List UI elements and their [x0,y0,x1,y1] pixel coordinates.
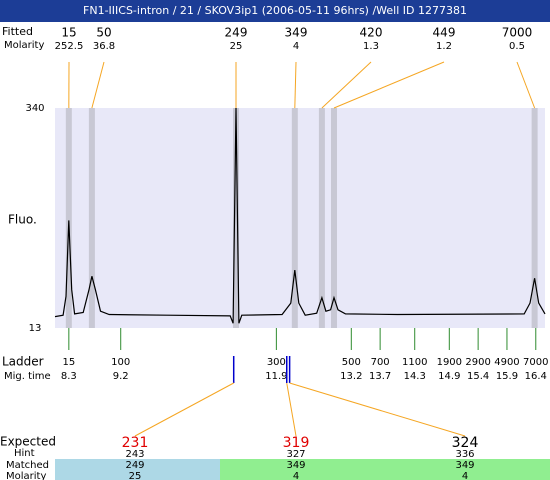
ladder-time: 13.7 [369,371,391,382]
peak-connector [294,61,297,109]
matched-size: 349 [286,460,305,471]
ladder-size: 500 [342,357,361,368]
y-tick-label: 340 [25,103,44,114]
ladder-size: 1100 [402,357,427,368]
peak-size: 349 [285,26,308,40]
match-connector [286,382,297,437]
peak-molarity: 4 [293,41,299,52]
peak-size: 420 [360,26,383,40]
ladder-time: 15.4 [467,371,489,382]
expected-size: 319 [283,435,310,451]
ladder-size: 300 [267,357,286,368]
y-tick-label: 13 [29,323,42,334]
ladder-size: 15 [62,357,75,368]
peak-band [531,108,538,328]
peak-connector [91,61,105,109]
matched-bg-blue [55,459,220,480]
peak-molarity: 0.5 [509,41,525,52]
peak-band [88,108,95,328]
ladder-time: 14.9 [438,371,460,382]
mig-time-label: Mig. time [4,371,51,382]
ladder-time: 14.3 [404,371,426,382]
match-connector [289,382,466,437]
size-label: Fitted [2,25,33,38]
matched-label: Matched [6,460,49,471]
hint-size: 327 [286,449,305,460]
peak-molarity: 252.5 [55,41,84,52]
matched-molarity: 25 [129,471,142,480]
ladder-size: 4900 [494,357,519,368]
ladder-time: 9.2 [113,371,129,382]
matched-molarity: 4 [293,471,299,480]
hint-label: Hint [14,448,35,459]
ladder-time: 13.2 [340,371,362,382]
ladder-label: Ladder [2,355,44,369]
hint-size: 243 [125,449,144,460]
expected-label: Expected [0,435,56,449]
peak-size: 449 [433,26,456,40]
peak-molarity: 36.8 [93,41,115,52]
ladder-size: 2900 [465,357,490,368]
peak-size: 50 [96,26,111,40]
match-connector [134,382,234,437]
title: FN1-IIICS-intron / 21 / SKOV3ip1 (2006-0… [83,4,467,17]
matched-molarity: 4 [462,471,468,480]
molarity-label: Molarity [4,40,44,51]
matched-size: 349 [455,460,474,471]
peak-size: 7000 [502,26,533,40]
peak-band [318,108,325,328]
ladder-size: 7000 [523,357,548,368]
ladder-time: 8.3 [61,371,77,382]
peak-band [291,108,298,328]
ladder-size: 1900 [437,357,462,368]
peak-molarity: 1.3 [363,41,379,52]
peak-size: 249 [225,26,248,40]
expected-size: 231 [122,435,149,451]
peak-band [233,108,240,328]
peak-molarity: 1.2 [436,41,452,52]
peak-connector [516,61,536,109]
trace [54,107,546,324]
peak-molarity: 25 [230,41,243,52]
ladder-size: 100 [111,357,130,368]
molarity-row-label: Molarity [6,471,46,480]
expected-size: 324 [452,435,479,451]
hint-size: 336 [455,449,474,460]
title-bar [0,0,550,22]
ladder-time: 16.4 [525,371,547,382]
matched-bg-green [220,459,550,480]
peak-connector [333,61,445,109]
matched-size: 249 [125,460,144,471]
ladder-size: 700 [371,357,390,368]
peak-connector [321,61,372,109]
ladder-time: 11.9 [265,371,287,382]
peak-size: 15 [61,26,76,40]
plot-area [55,108,545,328]
peak-band [331,108,338,328]
y-label: Fluo. [8,213,37,227]
ladder-time: 15.9 [496,371,518,382]
peak-band [65,108,72,328]
